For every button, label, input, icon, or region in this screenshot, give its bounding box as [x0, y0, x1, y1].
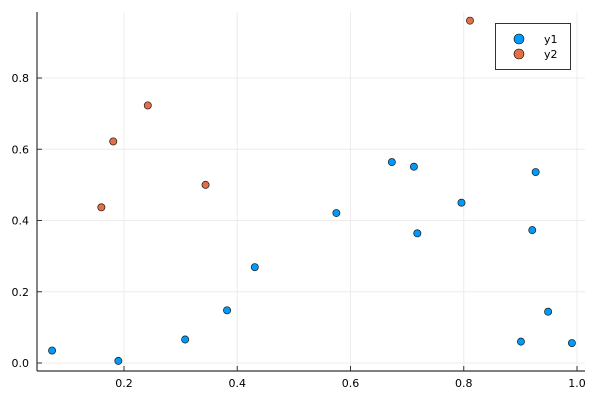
data-point-y1 [409, 162, 418, 171]
data-point-y1 [516, 337, 525, 346]
data-point-y2 [201, 180, 210, 189]
y-tick-label: 0.0 [12, 357, 30, 370]
data-point-y1 [528, 226, 537, 235]
y-axis-ticks: 0.0 0.2 0.4 0.6 0.8 [12, 72, 42, 370]
legend-box [495, 23, 571, 70]
data-point-y2 [143, 101, 152, 110]
legend-marker-y2 [513, 48, 525, 60]
data-point-y1 [250, 263, 259, 272]
grid-lines [37, 12, 585, 371]
y-tick-label: 0.4 [12, 215, 30, 228]
y-tick-label: 0.8 [12, 72, 30, 85]
legend: y1 y2 [495, 23, 571, 70]
data-point-y2 [109, 137, 118, 146]
x-tick-label: 0.8 [455, 377, 473, 390]
data-point-y1 [332, 209, 341, 217]
data-point-y2 [466, 16, 474, 25]
data-point-y1 [413, 229, 422, 238]
data-point-y1 [567, 339, 576, 347]
x-tick-label: 0.2 [115, 377, 133, 390]
data-point-y1 [181, 335, 190, 344]
legend-marker-y1 [513, 33, 525, 45]
x-tick-label: 0.6 [342, 377, 360, 390]
y-tick-label: 0.6 [12, 143, 30, 156]
data-point-y1 [114, 356, 123, 365]
data-point-y1 [48, 346, 57, 355]
data-point-y1 [531, 168, 540, 176]
data-point-y1 [544, 307, 553, 316]
data-point-y1 [457, 198, 466, 207]
data-point-y1 [223, 306, 232, 315]
legend-label-y1: y1 [544, 33, 558, 46]
data-point-y1 [387, 158, 396, 167]
legend-label-y2: y2 [544, 48, 558, 61]
data-points [48, 16, 576, 365]
x-axis-ticks: 0.2 0.4 0.6 0.8 1.0 [115, 366, 586, 390]
x-tick-label: 0.4 [229, 377, 247, 390]
axes [36, 12, 585, 372]
data-point-y2 [97, 203, 106, 212]
y-tick-label: 0.2 [12, 286, 30, 299]
x-tick-label: 1.0 [568, 377, 586, 390]
